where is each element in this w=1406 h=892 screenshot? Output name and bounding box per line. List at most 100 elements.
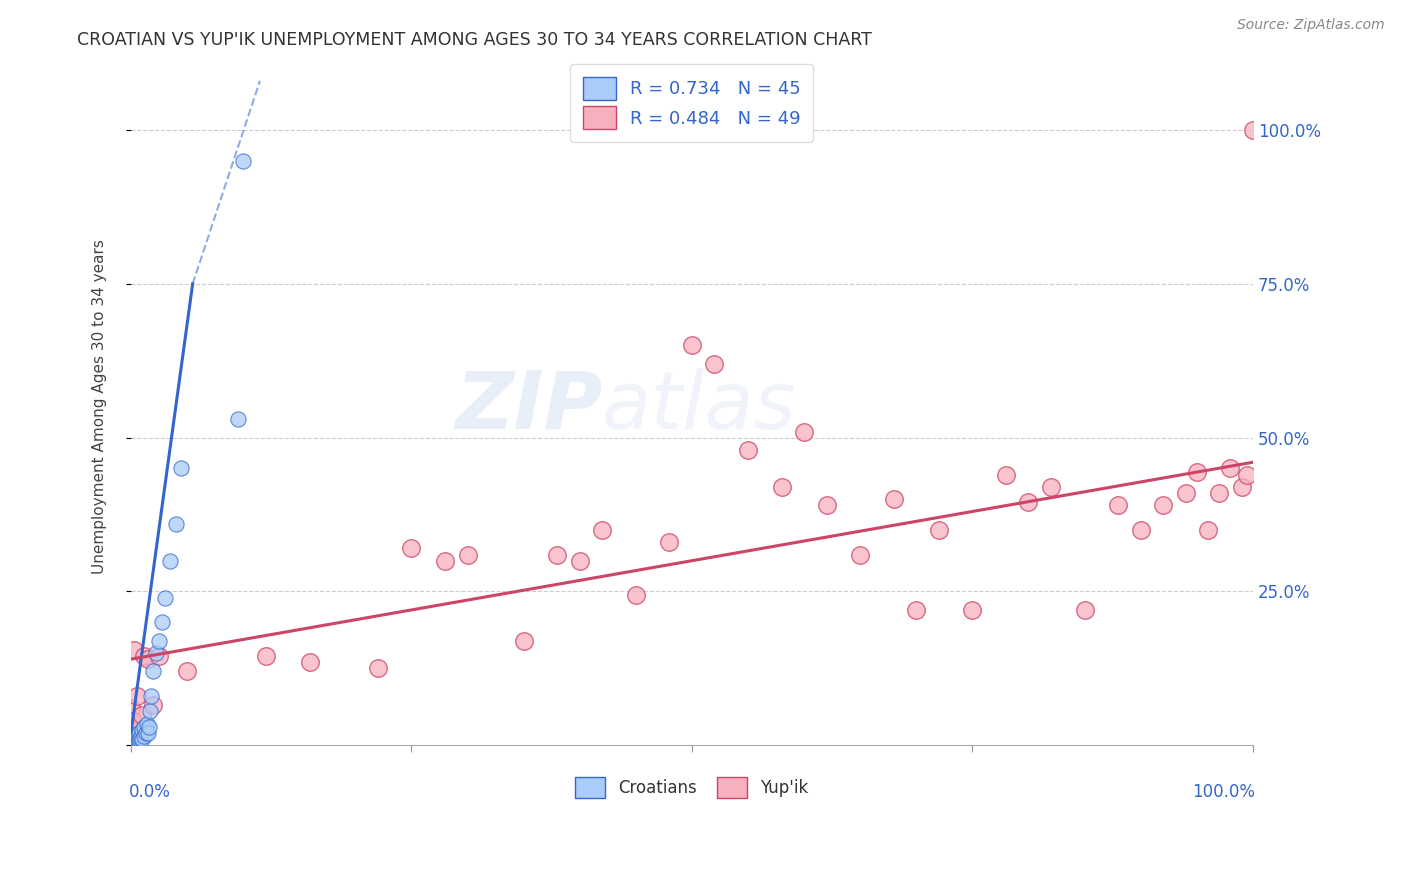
- Point: [1073, 603, 1095, 617]
- Legend: Croatians, Yup'ik: Croatians, Yup'ik: [568, 770, 815, 805]
- Point: [1230, 480, 1253, 494]
- Point: [135, 716, 157, 731]
- Point: [134, 649, 156, 664]
- Point: [703, 357, 725, 371]
- Point: [150, 615, 173, 630]
- Point: [681, 338, 703, 352]
- Point: [401, 541, 423, 556]
- Point: [1017, 495, 1039, 509]
- Point: [1208, 486, 1230, 500]
- Text: 0.0%: 0.0%: [129, 782, 170, 800]
- Text: CROATIAN VS YUP'IK UNEMPLOYMENT AMONG AGES 30 TO 34 YEARS CORRELATION CHART: CROATIAN VS YUP'IK UNEMPLOYMENT AMONG AG…: [77, 31, 872, 49]
- Point: [232, 153, 254, 168]
- Point: [139, 689, 162, 703]
- Point: [658, 535, 681, 549]
- Point: [1197, 523, 1219, 537]
- Point: [125, 689, 148, 703]
- Point: [1241, 123, 1264, 137]
- Point: [120, 723, 142, 737]
- Point: [1174, 486, 1197, 500]
- Text: Source: ZipAtlas.com: Source: ZipAtlas.com: [1237, 18, 1385, 32]
- Point: [120, 739, 142, 753]
- Point: [131, 732, 153, 747]
- Point: [120, 736, 142, 750]
- Point: [457, 548, 479, 562]
- Point: [1107, 499, 1129, 513]
- Point: [129, 731, 152, 745]
- Point: [1185, 465, 1208, 479]
- Point: [134, 720, 156, 734]
- Point: [793, 425, 815, 439]
- Point: [120, 739, 142, 753]
- Text: atlas: atlas: [602, 368, 797, 446]
- Text: ZIP: ZIP: [454, 368, 602, 446]
- Point: [176, 665, 198, 679]
- Point: [165, 516, 187, 531]
- Point: [139, 705, 162, 719]
- Point: [122, 739, 145, 753]
- Point: [770, 480, 793, 494]
- Point: [134, 729, 156, 743]
- Point: [125, 735, 148, 749]
- Point: [124, 732, 146, 747]
- Point: [127, 733, 149, 747]
- Point: [124, 643, 146, 657]
- Point: [135, 726, 157, 740]
- Point: [170, 461, 193, 475]
- Point: [591, 523, 613, 537]
- Point: [128, 732, 150, 747]
- Point: [120, 737, 142, 751]
- Point: [120, 735, 142, 749]
- Point: [148, 633, 170, 648]
- Point: [148, 649, 170, 664]
- Point: [254, 649, 277, 664]
- Point: [299, 655, 322, 669]
- Point: [145, 646, 167, 660]
- Point: [568, 554, 591, 568]
- Point: [1219, 461, 1241, 475]
- Point: [124, 739, 146, 753]
- Point: [512, 633, 534, 648]
- Point: [131, 723, 153, 737]
- Point: [138, 720, 160, 734]
- Point: [883, 492, 905, 507]
- Point: [120, 736, 142, 750]
- Point: [129, 729, 152, 743]
- Point: [124, 735, 146, 749]
- Point: [159, 554, 181, 568]
- Point: [122, 736, 145, 750]
- Point: [1129, 523, 1152, 537]
- Point: [226, 412, 249, 426]
- Point: [142, 665, 165, 679]
- Point: [849, 548, 872, 562]
- Point: [124, 735, 146, 749]
- Point: [128, 726, 150, 740]
- Point: [120, 739, 142, 753]
- Point: [546, 548, 568, 562]
- Point: [153, 591, 176, 605]
- Point: [737, 442, 759, 457]
- Point: [962, 603, 984, 617]
- Point: [124, 729, 146, 743]
- Point: [125, 732, 148, 747]
- Point: [1152, 499, 1174, 513]
- Point: [142, 698, 165, 713]
- Text: 100.0%: 100.0%: [1192, 782, 1256, 800]
- Point: [120, 701, 142, 715]
- Point: [136, 726, 159, 740]
- Point: [928, 523, 950, 537]
- Point: [1039, 480, 1062, 494]
- Y-axis label: Unemployment Among Ages 30 to 34 years: Unemployment Among Ages 30 to 34 years: [93, 239, 107, 574]
- Point: [434, 554, 457, 568]
- Point: [131, 707, 153, 722]
- Point: [1236, 467, 1258, 482]
- Point: [120, 739, 142, 753]
- Point: [127, 729, 149, 743]
- Point: [815, 499, 838, 513]
- Point: [995, 467, 1018, 482]
- Point: [624, 588, 647, 602]
- Point: [367, 661, 389, 675]
- Point: [125, 727, 148, 741]
- Point: [136, 652, 159, 666]
- Point: [122, 714, 145, 728]
